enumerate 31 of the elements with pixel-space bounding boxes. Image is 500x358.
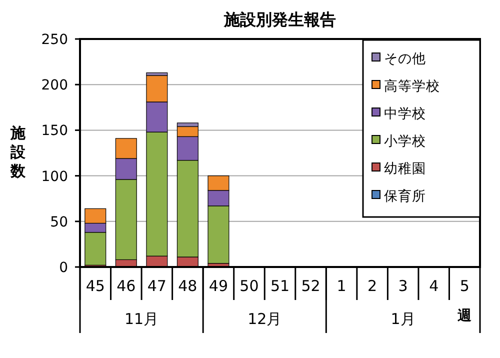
x-tick-label: 47	[147, 277, 166, 295]
x-tick-label: 46	[116, 277, 136, 295]
legend-label: その他	[384, 51, 426, 67]
x-tick-label: 50	[240, 277, 259, 295]
x-tick-label: 4	[429, 277, 439, 295]
legend-label: 小学校	[384, 134, 426, 150]
y-tick-label: 250	[41, 32, 68, 48]
y-axis-title: 施設数	[10, 124, 26, 180]
chart-title: 施設別発生報告	[223, 10, 336, 29]
x-tick-label: 45	[86, 277, 105, 295]
x-tick-label: 2	[368, 277, 378, 295]
x-tick-label: 49	[208, 277, 228, 295]
x-tick-label: 51	[270, 277, 290, 295]
text: 1月	[390, 310, 416, 328]
x-tick-label: 3	[398, 277, 408, 295]
legend-label: 幼稚園	[384, 161, 426, 177]
y-tick-label: 0	[59, 260, 68, 276]
x-axis-title: 週	[456, 308, 473, 324]
legend-label: 中学校	[384, 106, 426, 122]
y-tick-label: 150	[41, 123, 68, 140]
y-tick-label: 200	[41, 78, 68, 94]
legend-label: 高等学校	[384, 78, 440, 94]
y-tick-label: 50	[50, 214, 68, 230]
x-tick-label: 5	[460, 277, 470, 295]
x-tick-label: 1	[336, 277, 346, 295]
y-tick-label: 100	[41, 168, 68, 185]
x-tick-label: 48	[178, 277, 198, 295]
x-tick-label: 52	[301, 277, 320, 295]
legend-label: 保育所	[384, 188, 426, 204]
text: 12月	[248, 310, 282, 328]
text: 11月	[124, 310, 159, 328]
